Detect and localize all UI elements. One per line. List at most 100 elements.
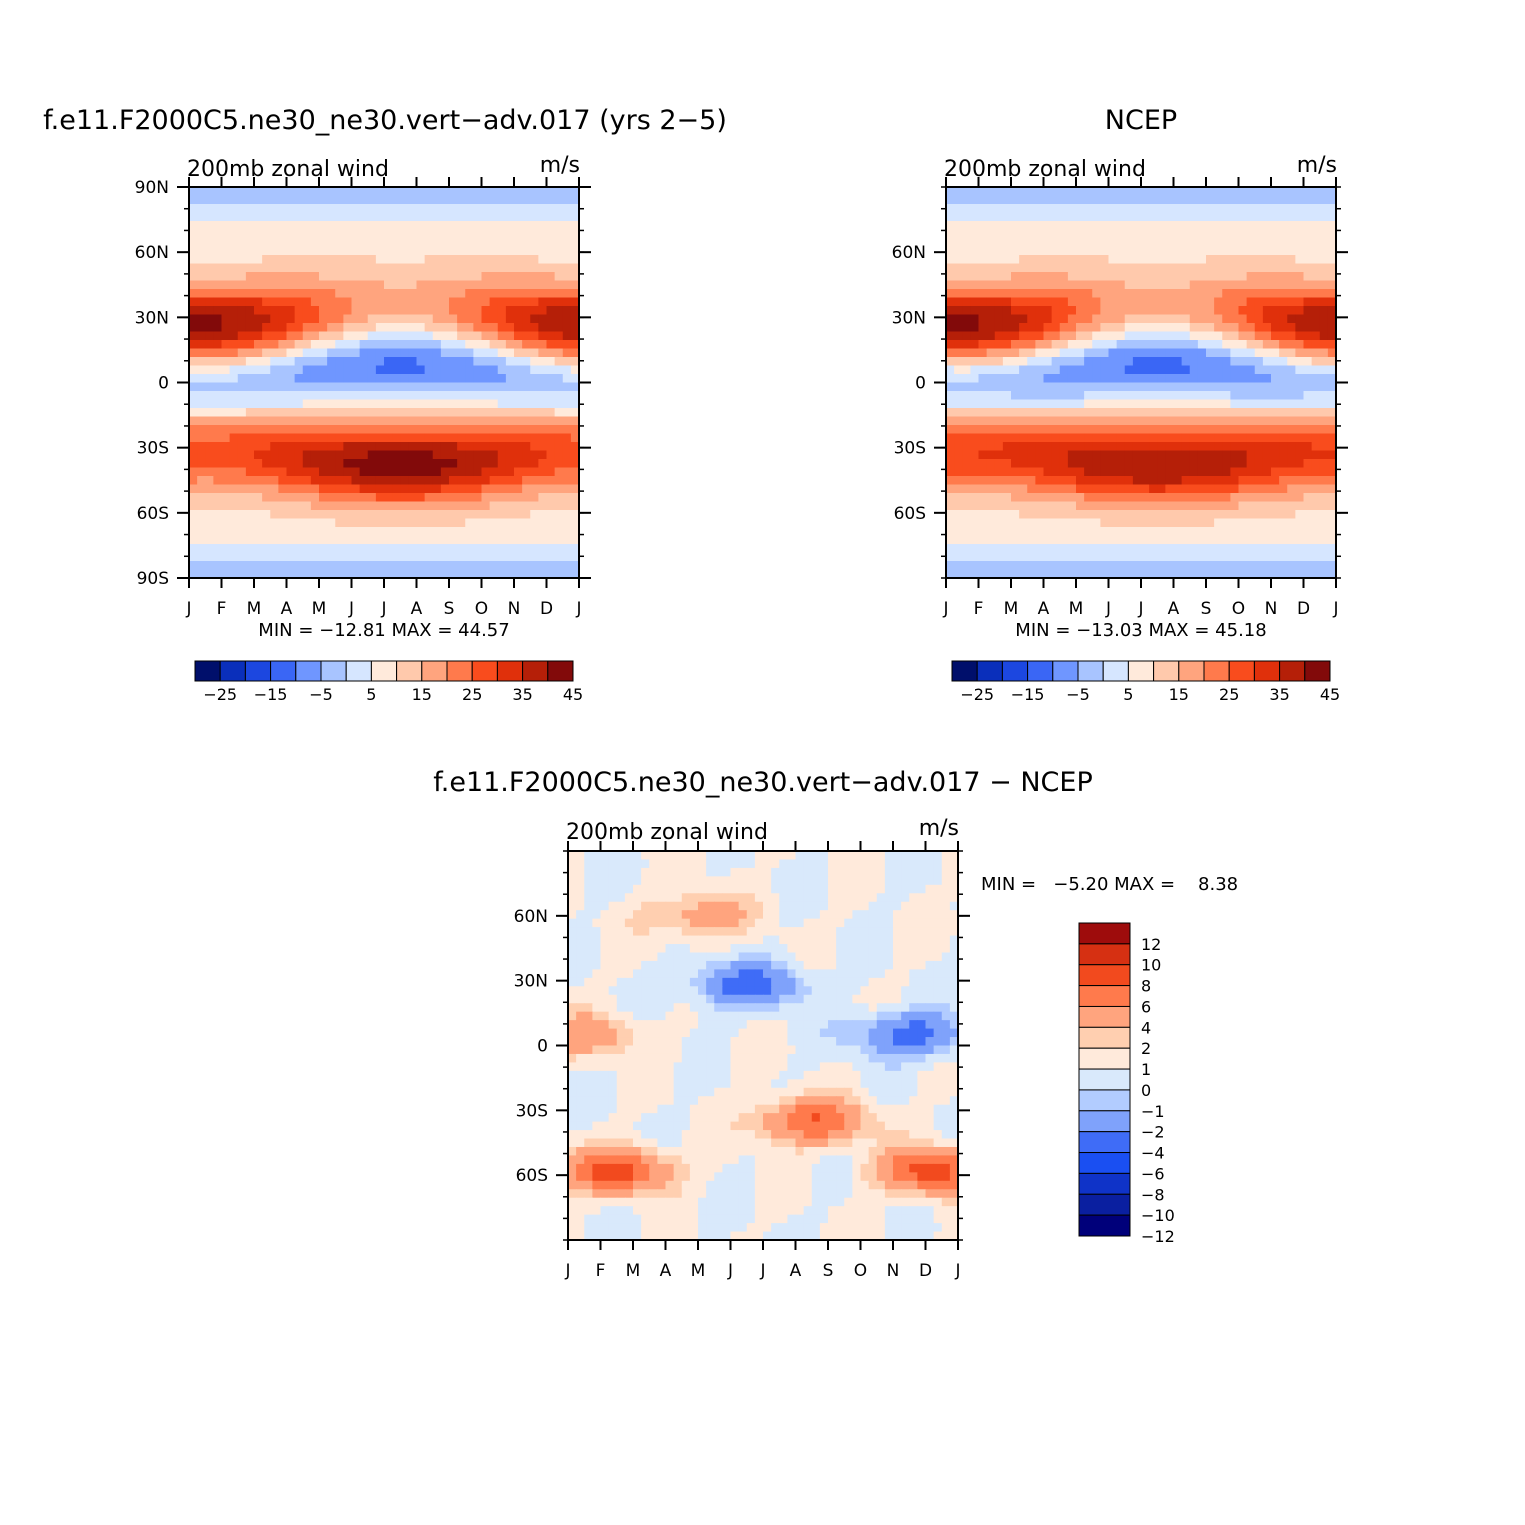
contour-cell [1230,552,1240,562]
contour-cell [392,306,401,316]
contour-cell [440,187,450,197]
contour-cell [562,348,572,358]
contour-cell [1311,569,1321,579]
contour-cell [1181,416,1191,426]
contour-cell [189,535,198,545]
contour-cell [1222,493,1231,503]
contour-cell [1189,246,1199,256]
contour-cell [205,408,214,418]
x-tick-label: M [247,599,262,619]
contour-cell [335,306,344,316]
contour-cell [319,221,328,231]
contour-cell [1230,229,1240,239]
contour-cell [213,238,223,248]
contour-cell [584,893,593,903]
contour-cell [1108,561,1118,571]
contour-cell [570,510,580,520]
contour-cell [1238,263,1248,273]
contour-cell [254,306,263,316]
contour-cell [400,450,409,460]
contour-cell [1132,187,1142,197]
contour-cell [1059,263,1069,273]
contour-cell [1076,493,1085,503]
contour-cell [530,229,539,239]
contour-cell [221,476,231,486]
contour-cell [1019,272,1028,282]
contour-cell [1116,212,1126,222]
contour-cell [1262,535,1272,545]
contour-cell [1076,399,1085,409]
contour-cell [562,493,572,503]
contour-cell [408,365,418,375]
contour-cell [465,450,474,460]
contour-cell [392,476,401,486]
contour-cell [1197,518,1207,528]
contour-cell [568,884,577,894]
contour-cell [941,876,951,886]
contour-cell [375,212,385,222]
contour-cell [1214,493,1223,503]
contour-cell [189,501,198,511]
contour-cell [465,544,474,554]
contour-cell [1011,306,1020,316]
contour-cell [505,357,515,367]
contour-cell [294,255,304,265]
contour-cell [481,561,491,571]
contour-cell [351,289,361,299]
contour-cell [803,876,813,886]
contour-cell [986,357,996,367]
contour-cell [1262,229,1272,239]
contour-cell [416,187,426,197]
contour-cell [970,357,980,367]
contour-cell [1084,459,1093,469]
contour-cell [245,306,255,316]
contour-cell [1238,306,1248,316]
contour-cell [286,433,296,443]
contour-cell [335,476,344,486]
contour-cell [1173,289,1183,299]
contour-cell [1092,229,1101,239]
contour-cell [286,306,296,316]
contour-cell [1149,246,1158,256]
contour-cell [359,510,369,520]
contour-cell [1157,314,1166,324]
contour-cell [514,314,523,324]
contour-cell [213,195,223,205]
contour-cell [1149,280,1158,290]
contour-cell [546,467,556,477]
contour-cell [1076,323,1085,333]
contour-cell [197,306,206,316]
contour-cell [335,374,344,384]
contour-cell [1165,365,1175,375]
contour-cell [1027,272,1036,282]
contour-cell [440,382,450,392]
contour-cell [1246,212,1256,222]
contour-cell [221,246,231,256]
contour-cell [909,867,918,877]
contour-cell [400,416,409,426]
contour-cell [343,467,353,477]
contour-cell [367,255,377,265]
contour-cell [205,306,214,316]
contour-cell [1197,450,1207,460]
contour-cell [481,246,491,256]
contour-cell [689,893,699,903]
contour-cell [1108,544,1118,554]
contour-cell [237,306,247,316]
contour-cell [416,433,426,443]
contour-cell [633,867,642,877]
contour-cell [1279,238,1288,248]
contour-cell [351,527,361,537]
contour-cell [1141,212,1150,222]
contour-cell [1295,484,1305,494]
contour-cell [262,493,271,503]
contour-cell [1222,340,1231,350]
contour-cell [1165,459,1175,469]
contour-cell [962,374,971,384]
contour-cell [229,459,239,469]
contour-cell [962,518,971,528]
contour-cell [1059,246,1069,256]
contour-cell [1303,212,1313,222]
contour-cell [1116,433,1126,443]
contour-cell [1254,263,1264,273]
